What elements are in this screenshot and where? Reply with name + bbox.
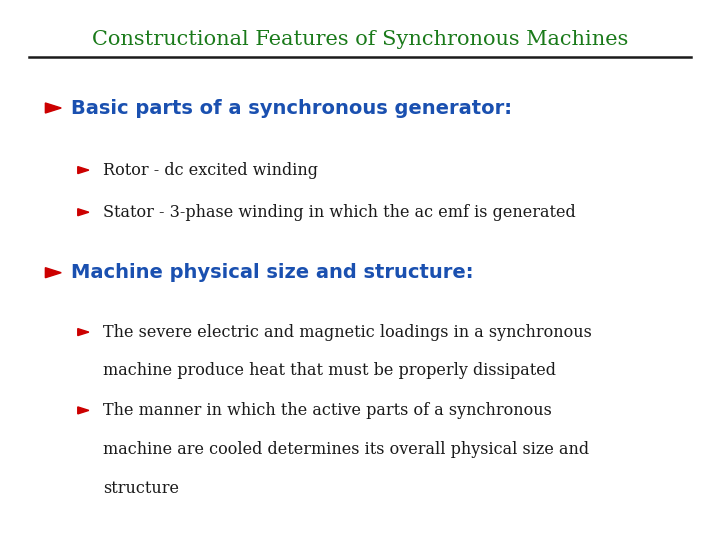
Polygon shape — [45, 268, 61, 278]
Text: Constructional Features of Synchronous Machines: Constructional Features of Synchronous M… — [92, 30, 628, 49]
Text: Rotor - dc excited winding: Rotor - dc excited winding — [103, 161, 318, 179]
Polygon shape — [78, 166, 89, 174]
Text: machine produce heat that must be properly dissipated: machine produce heat that must be proper… — [103, 362, 556, 380]
Text: The manner in which the active parts of a synchronous: The manner in which the active parts of … — [103, 402, 552, 419]
Text: Machine physical size and structure:: Machine physical size and structure: — [71, 263, 473, 282]
Polygon shape — [78, 407, 89, 414]
Polygon shape — [78, 328, 89, 336]
Text: The severe electric and magnetic loadings in a synchronous: The severe electric and magnetic loading… — [103, 323, 592, 341]
Text: machine are cooled determines its overall physical size and: machine are cooled determines its overal… — [103, 441, 589, 458]
Text: Stator - 3-phase winding in which the ac emf is generated: Stator - 3-phase winding in which the ac… — [103, 204, 576, 221]
Text: structure: structure — [103, 480, 179, 497]
Polygon shape — [45, 103, 61, 113]
Text: Basic parts of a synchronous generator:: Basic parts of a synchronous generator: — [71, 98, 511, 118]
Polygon shape — [78, 208, 89, 216]
